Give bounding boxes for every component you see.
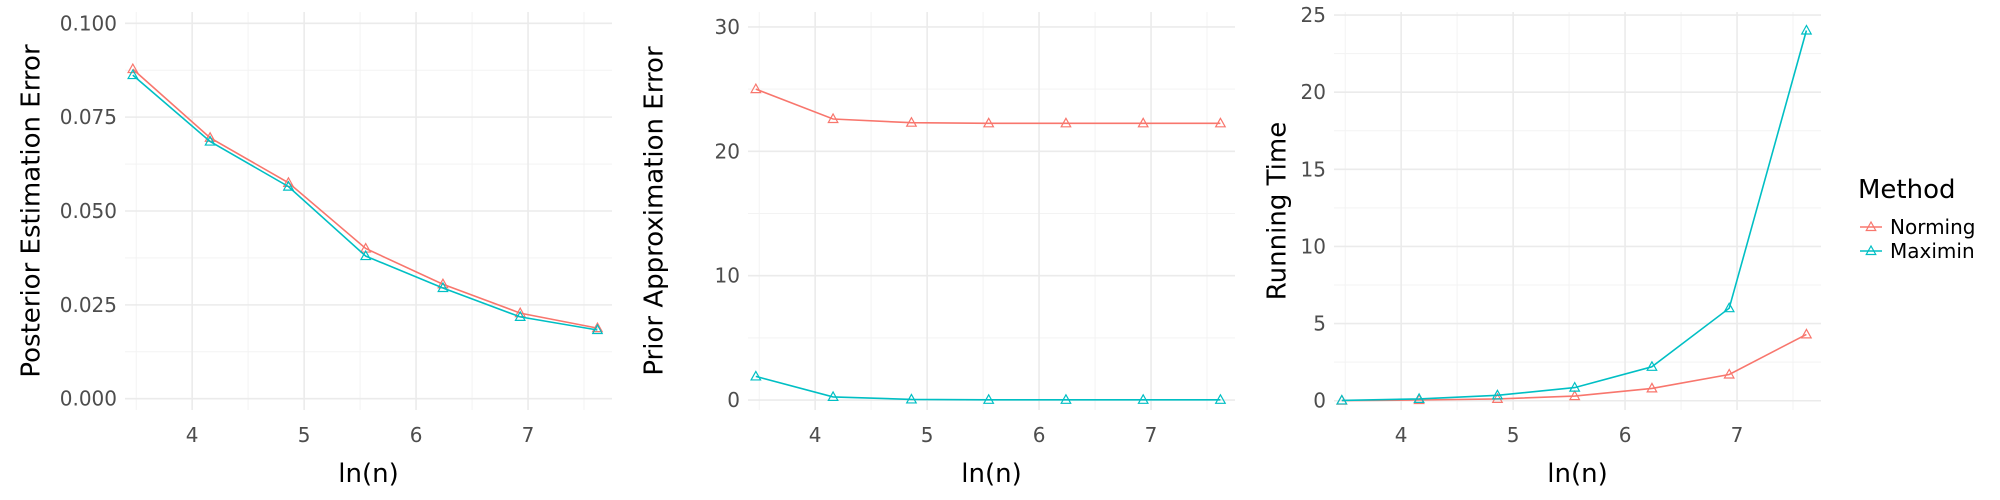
data-point bbox=[359, 249, 372, 261]
series-line bbox=[755, 88, 1221, 125]
x-tick-label: 7 bbox=[1145, 423, 1158, 447]
data-point bbox=[1060, 117, 1072, 128]
data-point bbox=[982, 117, 995, 128]
series-maximin bbox=[750, 370, 1227, 404]
series-line bbox=[755, 375, 1221, 401]
data-point bbox=[127, 68, 139, 80]
x-axis-title: ln(n) bbox=[961, 459, 1021, 489]
data-point bbox=[1568, 389, 1581, 401]
x-tick-label: 4 bbox=[809, 423, 822, 447]
x-tick-label: 7 bbox=[522, 423, 535, 447]
x-tick-label: 5 bbox=[298, 423, 311, 447]
data-point bbox=[1214, 393, 1227, 404]
x-axis-title: ln(n) bbox=[338, 459, 398, 489]
series-line bbox=[1341, 333, 1807, 402]
data-point bbox=[1646, 360, 1658, 371]
series-maximin bbox=[1336, 24, 1813, 405]
series-norming bbox=[750, 82, 1227, 128]
data-point bbox=[982, 393, 995, 404]
y-tick-label: 10 bbox=[1301, 234, 1326, 258]
data-point bbox=[1568, 381, 1581, 392]
data-point bbox=[1800, 328, 1813, 339]
data-point bbox=[905, 116, 918, 127]
y-tick-label: 15 bbox=[1301, 157, 1326, 181]
series-norming bbox=[127, 62, 604, 333]
y-tick-label: 0 bbox=[1313, 389, 1326, 413]
data-point bbox=[750, 370, 762, 381]
y-axis-title: Running Time bbox=[1263, 122, 1293, 300]
data-point bbox=[591, 323, 604, 335]
x-tick-label: 6 bbox=[1033, 423, 1046, 447]
y-tick-label: 0.000 bbox=[60, 387, 117, 411]
y-axis-title: Prior Approximation Error bbox=[640, 46, 670, 376]
y-tick-label: 0.050 bbox=[60, 199, 117, 223]
legend-key-marker bbox=[1865, 244, 1877, 256]
data-point bbox=[1800, 24, 1813, 35]
data-point bbox=[1060, 393, 1072, 404]
data-point bbox=[905, 393, 918, 404]
chart-panel-1: 4 5 6 7 0.000 0.025 0.050 0.075 0.100 ln(n) Poster… bbox=[17, 11, 612, 489]
data-point bbox=[1723, 301, 1735, 313]
series-norming bbox=[1336, 328, 1813, 405]
chart-panels: 4 5 6 7 0.000 0.025 0.050 0.075 0.100 ln(n) Poster… bbox=[17, 3, 1821, 489]
data-point bbox=[127, 62, 139, 74]
legend-key-marker bbox=[1865, 220, 1877, 232]
data-point bbox=[1137, 393, 1149, 404]
y-tick-label: 0.100 bbox=[60, 11, 117, 35]
x-tick-label: 4 bbox=[1395, 423, 1408, 447]
x-tick-label: 7 bbox=[1731, 423, 1744, 447]
data-point bbox=[827, 112, 839, 124]
y-tick-label: 30 bbox=[715, 15, 740, 39]
x-axis-title: ln(n) bbox=[1547, 459, 1607, 489]
x-tick-label: 5 bbox=[921, 423, 934, 447]
y-tick-label: 0.025 bbox=[60, 293, 117, 317]
y-tick-label: 20 bbox=[1301, 80, 1326, 104]
series-line bbox=[1341, 30, 1808, 402]
data-point bbox=[204, 135, 216, 146]
legend-label: Maximin bbox=[1890, 239, 1975, 263]
data-point bbox=[1491, 392, 1504, 403]
data-point bbox=[1723, 368, 1735, 379]
chart-panel-2: 4 5 6 7 0 10 20 30 ln(n) Prior Approximation Erro… bbox=[640, 12, 1235, 489]
x-tick-label: 5 bbox=[1507, 423, 1520, 447]
data-point bbox=[750, 82, 762, 94]
y-tick-label: 0 bbox=[727, 388, 740, 412]
y-axis-title: Posterior Estimation Error bbox=[17, 44, 47, 378]
series-maximin bbox=[127, 68, 604, 335]
data-point bbox=[591, 321, 604, 333]
legend-label: Norming bbox=[1890, 215, 1975, 239]
data-point bbox=[1214, 117, 1227, 128]
data-point bbox=[437, 281, 449, 293]
data-point bbox=[1491, 389, 1504, 400]
x-tick-label: 6 bbox=[1619, 423, 1632, 447]
data-point bbox=[1137, 117, 1149, 128]
data-point bbox=[1336, 394, 1348, 405]
x-tick-label: 6 bbox=[410, 423, 423, 447]
legend-title: Method bbox=[1858, 175, 1956, 205]
legend-entry-norming: Norming bbox=[1860, 215, 1975, 239]
y-tick-label: 10 bbox=[715, 264, 740, 288]
y-tick-label: 5 bbox=[1313, 312, 1326, 336]
data-point bbox=[1646, 382, 1658, 393]
legend-entry-maximin: Maximin bbox=[1860, 239, 1975, 263]
chart-panel-3: 4 5 6 7 0 5 10 15 20 25 ln(n) Running Time bbox=[1263, 3, 1821, 489]
data-point bbox=[514, 310, 526, 321]
data-point bbox=[282, 180, 295, 191]
x-tick-label: 4 bbox=[186, 423, 199, 447]
y-tick-label: 0.075 bbox=[60, 105, 117, 129]
y-tick-label: 25 bbox=[1301, 3, 1326, 27]
series-line bbox=[132, 74, 598, 331]
data-point bbox=[827, 390, 839, 402]
y-tick-label: 20 bbox=[715, 139, 740, 163]
data-point bbox=[1413, 392, 1425, 403]
